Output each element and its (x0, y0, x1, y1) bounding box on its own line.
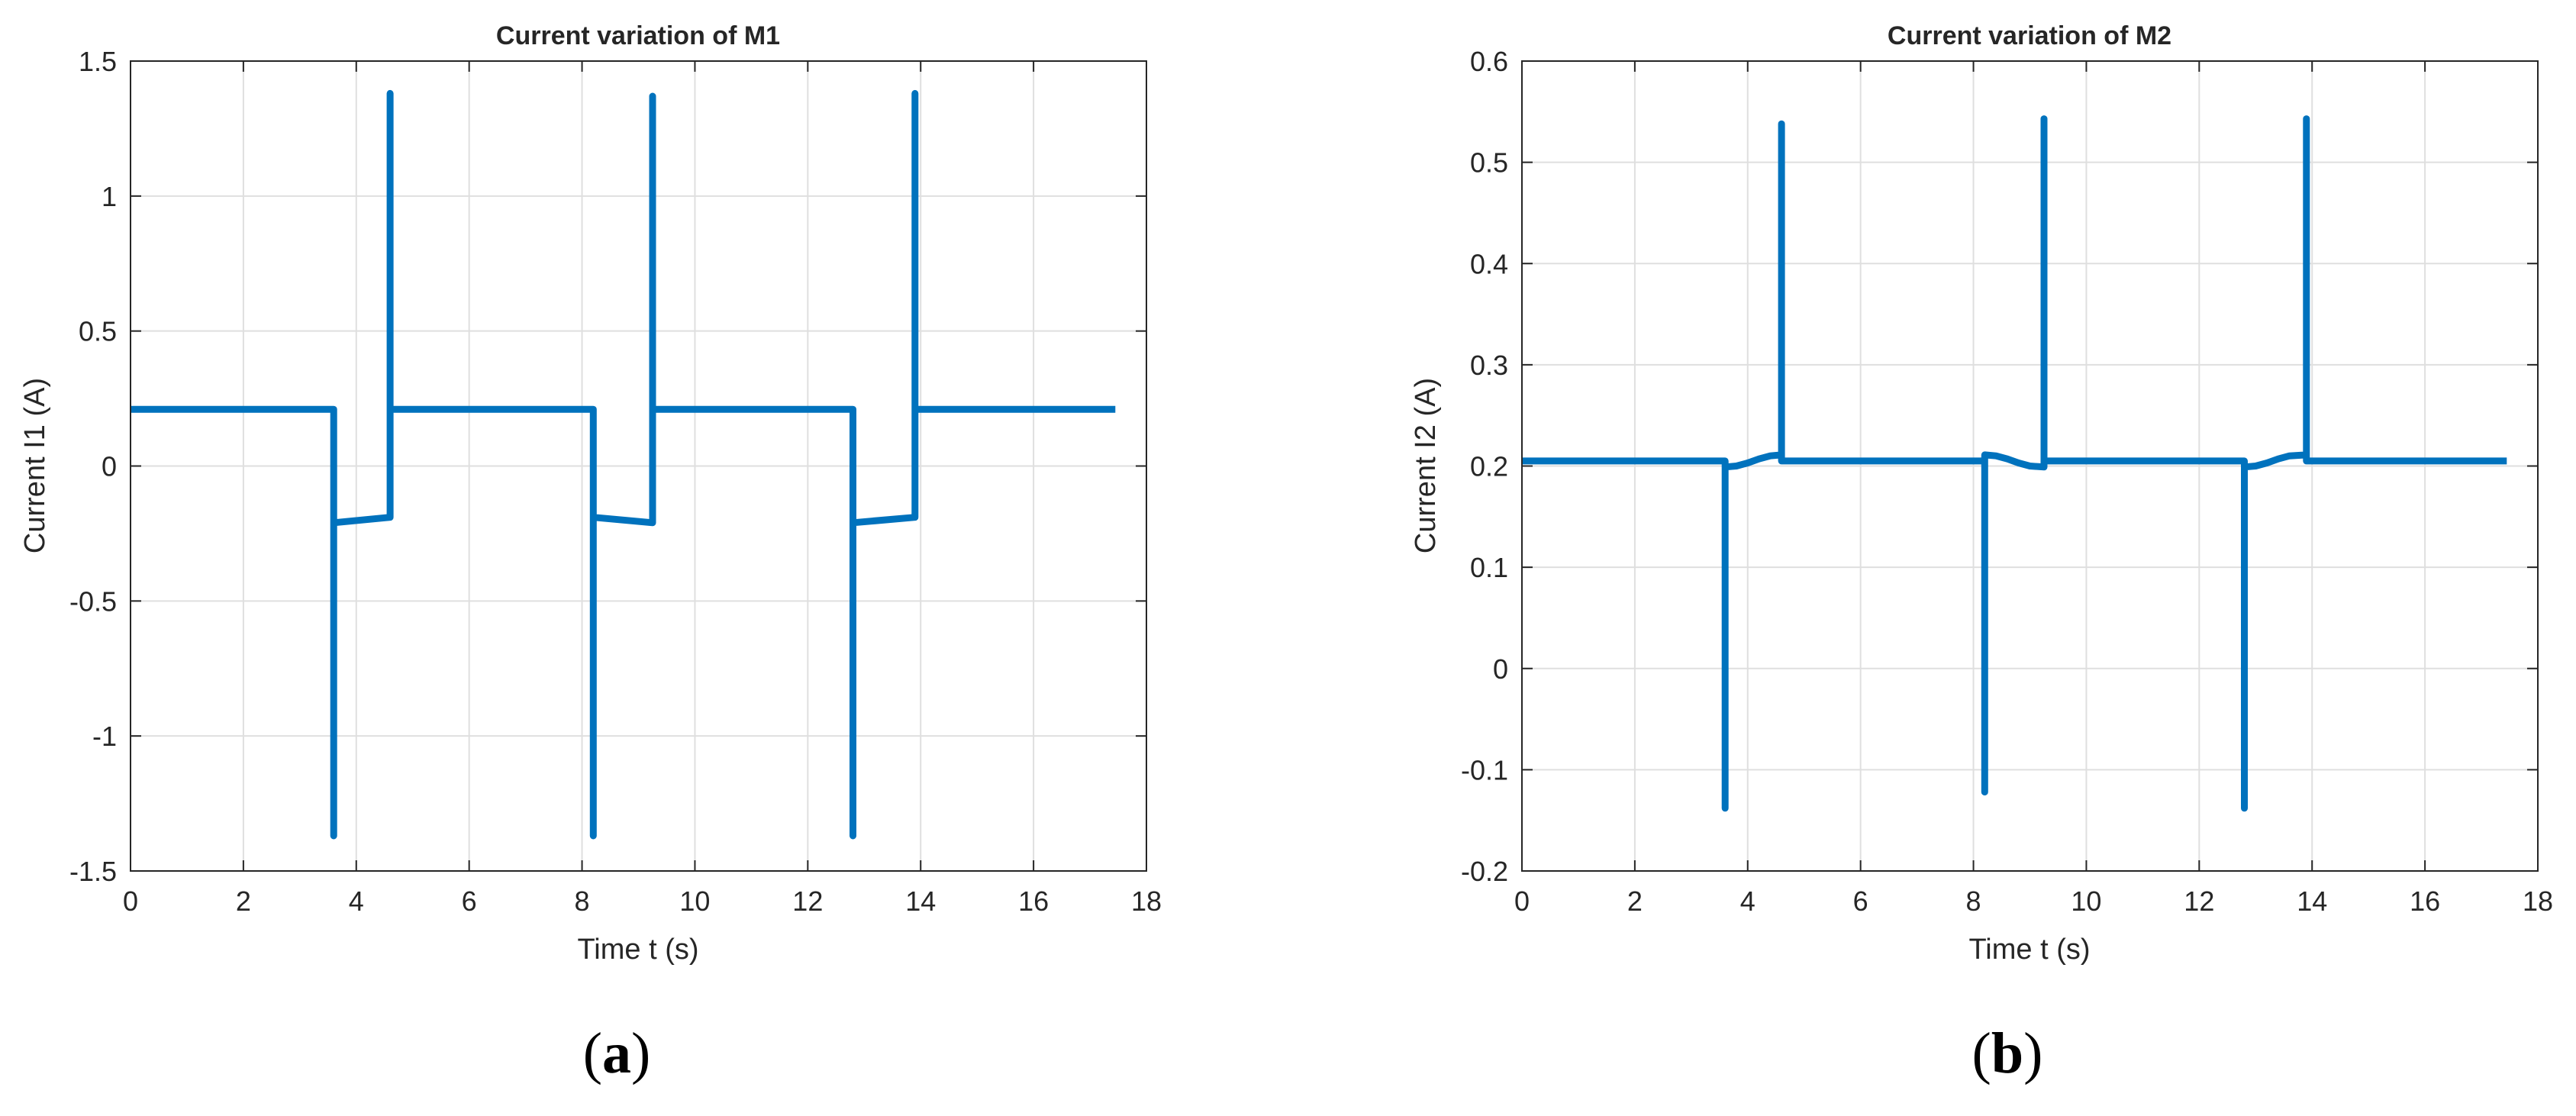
tick-layer: 0 2 4 6 8 10 12 14 16 18 -0.2 -0.1 0 0.1 0.2 0.3 0.4 0.5 0… (1461, 46, 2553, 917)
x-tick-label: 12 (792, 885, 823, 917)
x-tick-label: 8 (1966, 885, 1981, 917)
x-tick-label: 2 (1627, 885, 1643, 917)
y-tick-label: 0.4 (1470, 248, 1508, 279)
chart-panel-b: 0 2 4 6 8 10 12 14 16 18 -0.2 -0.1 0 0.1 0.2 0.3 0.4 0.5 0… (1410, 21, 2553, 1085)
tick-layer: 0 2 4 6 8 10 12 14 16 18 -1.5 -1 -0.5 0 0.5 1 1.5 (69, 46, 1162, 917)
x-tick-label: 12 (2184, 885, 2214, 917)
x-tick-label: 0 (1514, 885, 1530, 917)
y-tick-label: 0.6 (1470, 46, 1508, 77)
y-tick-label: 0.2 (1470, 451, 1508, 482)
y-axis-label: Current I1 (A) (19, 378, 51, 553)
y-tick-label: 0.1 (1470, 552, 1508, 583)
x-tick-label: 18 (1131, 885, 1162, 917)
x-tick-label: 14 (2297, 885, 2327, 917)
x-tick-label: 10 (2071, 885, 2101, 917)
y-tick-label: -1.5 (69, 856, 117, 887)
series-line-0 (131, 89, 1116, 840)
y-tick-label: -0.2 (1461, 856, 1508, 887)
x-tick-label: 0 (123, 885, 138, 917)
series-line-0 (1522, 115, 2507, 812)
y-tick-label: 0.3 (1470, 350, 1508, 381)
x-tick-label: 6 (462, 885, 477, 917)
x-axis-label: Time t (s) (1968, 934, 2090, 966)
y-tick-label: 0.5 (1470, 147, 1508, 179)
x-tick-label: 18 (2523, 885, 2553, 917)
x-tick-label: 8 (575, 885, 590, 917)
chart-panel-a: 0 2 4 6 8 10 12 14 16 18 -1.5 -1 -0.5 0 0.5 1 1.5 Curren… (19, 21, 1162, 1085)
x-tick-label: 6 (1853, 885, 1868, 917)
y-tick-label: 0 (1493, 653, 1508, 685)
chart-title: Current variation of M1 (496, 21, 780, 50)
chart-title: Current variation of M2 (1888, 21, 2171, 50)
panel-label-letter: a (602, 1021, 631, 1085)
x-tick-label: 4 (349, 885, 364, 917)
y-tick-label: 1.5 (79, 46, 117, 77)
panel-label-letter: b (1991, 1021, 2023, 1085)
y-tick-label: 0 (102, 451, 117, 482)
x-tick-label: 16 (2410, 885, 2440, 917)
panel-label-b: (b) (1972, 1021, 2043, 1085)
y-tick-label: -0.5 (69, 585, 117, 617)
y-tick-label: -0.1 (1461, 754, 1508, 785)
y-tick-label: 1 (102, 181, 117, 212)
x-tick-label: 14 (905, 885, 936, 917)
y-axis-label: Current I2 (A) (1410, 378, 1442, 553)
x-tick-label: 10 (679, 885, 710, 917)
series-layer (131, 89, 1116, 840)
x-axis-label: Time t (s) (577, 934, 698, 966)
x-tick-label: 2 (236, 885, 251, 917)
series-layer (1522, 115, 2507, 812)
x-tick-label: 16 (1018, 885, 1049, 917)
x-tick-label: 4 (1740, 885, 1755, 917)
y-tick-label: 0.5 (79, 316, 117, 347)
y-tick-label: -1 (92, 721, 117, 752)
panel-label-a: (a) (583, 1021, 651, 1085)
